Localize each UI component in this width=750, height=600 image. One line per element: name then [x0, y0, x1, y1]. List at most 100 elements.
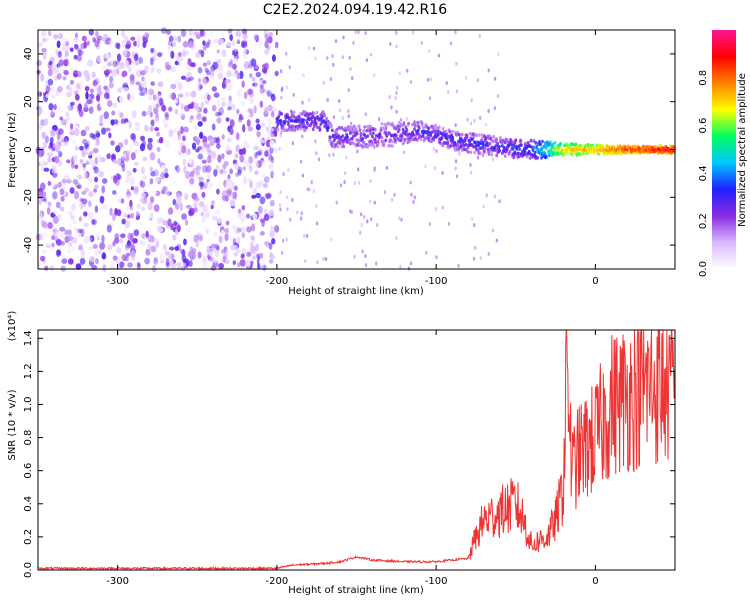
- spectrogram-speckle-cell: [428, 96, 432, 101]
- spectrogram-signal-cell: [291, 124, 295, 128]
- spectrogram-speckle-cell: [484, 122, 488, 127]
- spectrogram-noise-cell: [117, 157, 123, 167]
- spectrogram-noise-cell: [176, 196, 182, 205]
- spectrogram-noise-cell: [150, 81, 155, 86]
- spectrogram-noise-cell: [182, 258, 188, 264]
- spectrogram-noise-cell: [87, 246, 94, 251]
- spectrogram-noise-cell: [88, 106, 94, 114]
- spectrogram-noise-cell: [57, 52, 63, 59]
- spectrogram-signal-cell: [325, 116, 328, 121]
- spectrogram-signal-cell: [445, 133, 449, 137]
- spectrogram-signal-cell: [473, 150, 477, 155]
- spectrogram-signal-cell: [371, 142, 375, 147]
- spectrogram-noise-cell: [141, 233, 146, 240]
- spectrogram-noise-cell: [270, 110, 275, 118]
- spectrogram-noise-cell: [100, 127, 107, 135]
- spectrogram-noise-cell: [72, 178, 79, 185]
- spectrogram-noise-cell: [157, 52, 163, 58]
- spectrogram-noise-cell: [199, 131, 204, 139]
- spectrogram-noise-cell: [149, 152, 156, 161]
- spectrogram-noise-cell: [188, 27, 193, 37]
- spectrogram-noise-cell: [214, 111, 221, 117]
- spectrogram-speckle-cell: [432, 147, 435, 152]
- spectrogram-noise-cell: [170, 83, 177, 90]
- spectrogram-noise-cell: [93, 188, 97, 193]
- spectrogram-speckle-cell: [485, 193, 488, 198]
- spectrogram-noise-cell: [49, 141, 54, 148]
- spectrogram-noise-cell: [155, 131, 161, 137]
- spectrogram-noise-cell: [63, 58, 70, 67]
- spectrogram-signal-cell: [346, 135, 349, 139]
- spectrogram-noise-cell: [205, 228, 209, 234]
- spectrogram-noise-cell: [38, 198, 43, 205]
- spectrogram-noise-cell: [213, 38, 218, 44]
- spectrogram-signal-cell: [299, 127, 303, 131]
- spectrogram-speckle-cell: [285, 51, 288, 56]
- spectrogram-signal-cell: [314, 121, 318, 126]
- spectrogram-speckle-cell: [301, 134, 304, 139]
- spectrogram-speckle-cell: [314, 139, 317, 144]
- spectrogram-noise-cell: [255, 123, 261, 131]
- spectrogram-noise-cell: [40, 148, 45, 157]
- spectrogram-noise-cell: [250, 235, 255, 241]
- spectrogram-speckle-cell: [470, 98, 473, 103]
- spectrogram-noise-cell: [178, 55, 184, 64]
- spectrogram-noise-cell: [229, 34, 233, 41]
- spectrogram-noise-cell: [210, 243, 216, 249]
- spectrogram-speckle-cell: [395, 90, 398, 95]
- spectrogram-noise-cell: [267, 118, 273, 126]
- spectrogram-noise-cell: [231, 181, 237, 187]
- spectrogram-noise-cell: [63, 138, 68, 146]
- spectrogram-signal-cell: [502, 146, 506, 151]
- spectrogram-speckle-cell: [328, 153, 331, 158]
- spectrogram-noise-cell: [197, 82, 203, 91]
- spectrogram-noise-cell: [207, 155, 212, 164]
- spectrogram-noise-cell: [60, 240, 65, 246]
- spectrogram-speckle-cell: [426, 77, 430, 82]
- spectrogram-noise-cell: [264, 48, 270, 55]
- spectrogram-speckle-cell: [424, 164, 427, 169]
- spectrogram-noise-cell: [226, 190, 232, 195]
- spectrogram-speckle-cell: [287, 167, 290, 172]
- spectrogram-x-tick-label: 0: [592, 276, 598, 287]
- spectrogram-signal-cell: [311, 127, 315, 132]
- spectrogram-signal-cell: [489, 136, 493, 141]
- spectrogram-noise-cell: [67, 235, 73, 242]
- spectrogram-noise-cell: [161, 117, 166, 126]
- spectrogram-signal-cell: [532, 145, 536, 150]
- spectrogram-noise-cell: [46, 152, 53, 158]
- spectrogram-noise-cell: [157, 81, 164, 88]
- spectrogram-noise-cell: [191, 248, 197, 254]
- spectrogram-noise-cell: [125, 175, 131, 184]
- spectrogram-noise-cell: [69, 79, 75, 85]
- spectrogram-noise-cell: [167, 218, 172, 227]
- spectrogram-noise-cell: [76, 54, 83, 62]
- spectrogram-speckle-cell: [312, 189, 315, 194]
- spectrogram-signal-cell: [444, 129, 448, 134]
- spectrogram-noise-cell: [119, 95, 124, 103]
- spectrogram-signal-cell: [549, 147, 553, 151]
- spectrogram-noise-cell: [255, 118, 260, 124]
- spectrogram-speckle-cell: [365, 58, 369, 63]
- spectrogram-signal-cell: [541, 139, 544, 144]
- spectrogram-noise-cell: [178, 112, 183, 118]
- spectrogram-noise-cell: [248, 88, 255, 98]
- spectrogram-noise-cell: [92, 243, 98, 249]
- spectrogram-noise-cell: [108, 132, 112, 139]
- spectrogram-noise-cell: [273, 147, 279, 153]
- spectrogram-noise-cell: [48, 60, 53, 66]
- spectrogram-noise-cell: [36, 59, 42, 67]
- spectrogram-signal-cell: [459, 145, 463, 149]
- spectrogram-noise-cell: [227, 190, 231, 197]
- spectrogram-noise-cell: [94, 85, 98, 93]
- spectrogram-signal-cell: [441, 126, 445, 131]
- spectrogram-noise-cell: [98, 84, 102, 92]
- spectrogram-signal-cell: [319, 122, 323, 127]
- snr-series-line: [37, 329, 676, 572]
- spectrogram-signal-cell: [382, 143, 386, 148]
- spectrogram-noise-cell: [130, 186, 135, 191]
- spectrogram-noise-cell: [218, 263, 225, 269]
- spectrogram-noise-cell: [53, 56, 59, 61]
- spectrogram-noise-cell: [217, 63, 224, 72]
- snr-y-tick-label: 1.2: [23, 363, 34, 379]
